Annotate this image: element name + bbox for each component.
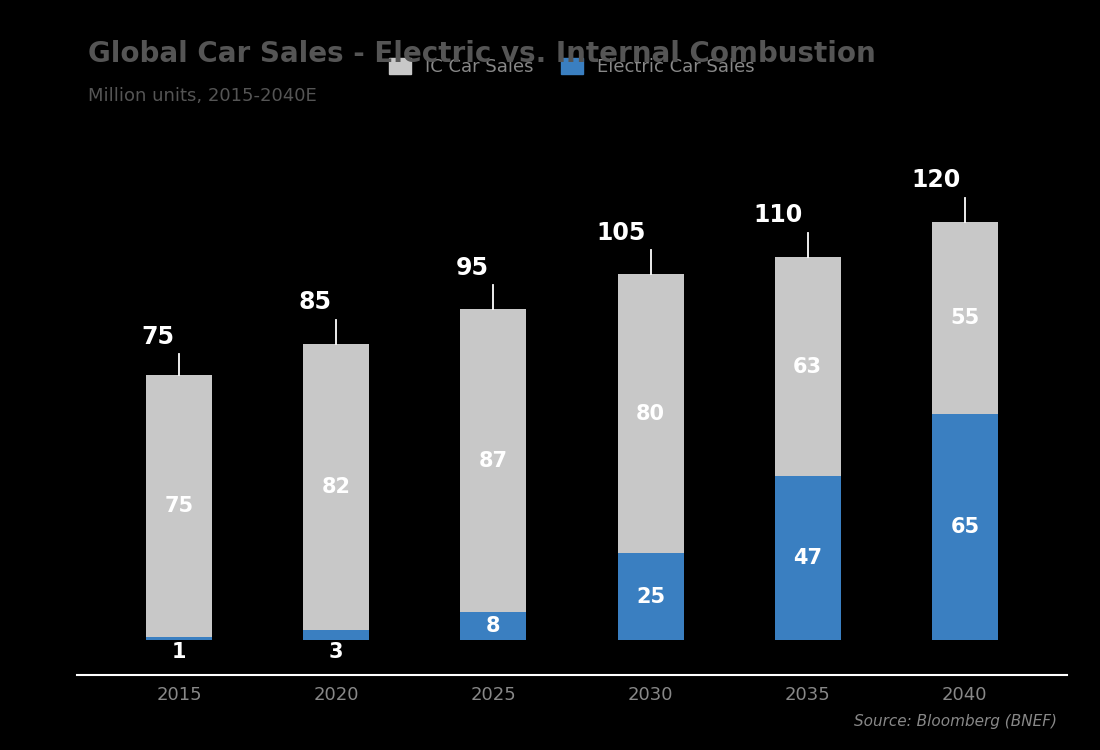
Text: 75: 75 [165, 496, 194, 516]
Bar [617, 274, 683, 553]
Text: 110: 110 [754, 203, 803, 227]
Bar [304, 344, 370, 630]
Text: 82: 82 [322, 477, 351, 496]
Text: 25: 25 [636, 586, 666, 607]
Text: 1: 1 [172, 642, 186, 662]
Text: Global Car Sales - Electric vs. Internal Combustion: Global Car Sales - Electric vs. Internal… [88, 40, 876, 68]
Text: 80: 80 [636, 404, 666, 424]
Text: Million units, 2015-2040E: Million units, 2015-2040E [88, 87, 317, 105]
Text: 87: 87 [478, 451, 508, 471]
Text: 8: 8 [486, 616, 500, 636]
Text: 47: 47 [793, 548, 822, 568]
Bar [932, 222, 998, 414]
Bar [461, 612, 527, 640]
Bar [304, 630, 370, 640]
Legend: IC Car Sales, Electric Car Sales: IC Car Sales, Electric Car Sales [389, 58, 755, 76]
Text: 95: 95 [455, 256, 488, 280]
Text: 63: 63 [793, 357, 822, 376]
Text: 65: 65 [950, 517, 979, 537]
Bar [146, 376, 212, 637]
Text: 85: 85 [298, 290, 331, 314]
Bar [774, 476, 840, 640]
Bar [461, 309, 527, 612]
Text: 75: 75 [142, 326, 175, 350]
Text: 3: 3 [329, 642, 343, 662]
Bar [774, 257, 840, 476]
Text: Source: Bloomberg (BNEF): Source: Bloomberg (BNEF) [854, 714, 1057, 729]
Bar [932, 414, 998, 640]
Bar [146, 637, 212, 640]
Text: 120: 120 [911, 169, 960, 193]
Text: 105: 105 [596, 220, 646, 245]
Bar [617, 553, 683, 640]
Text: 55: 55 [950, 308, 979, 328]
